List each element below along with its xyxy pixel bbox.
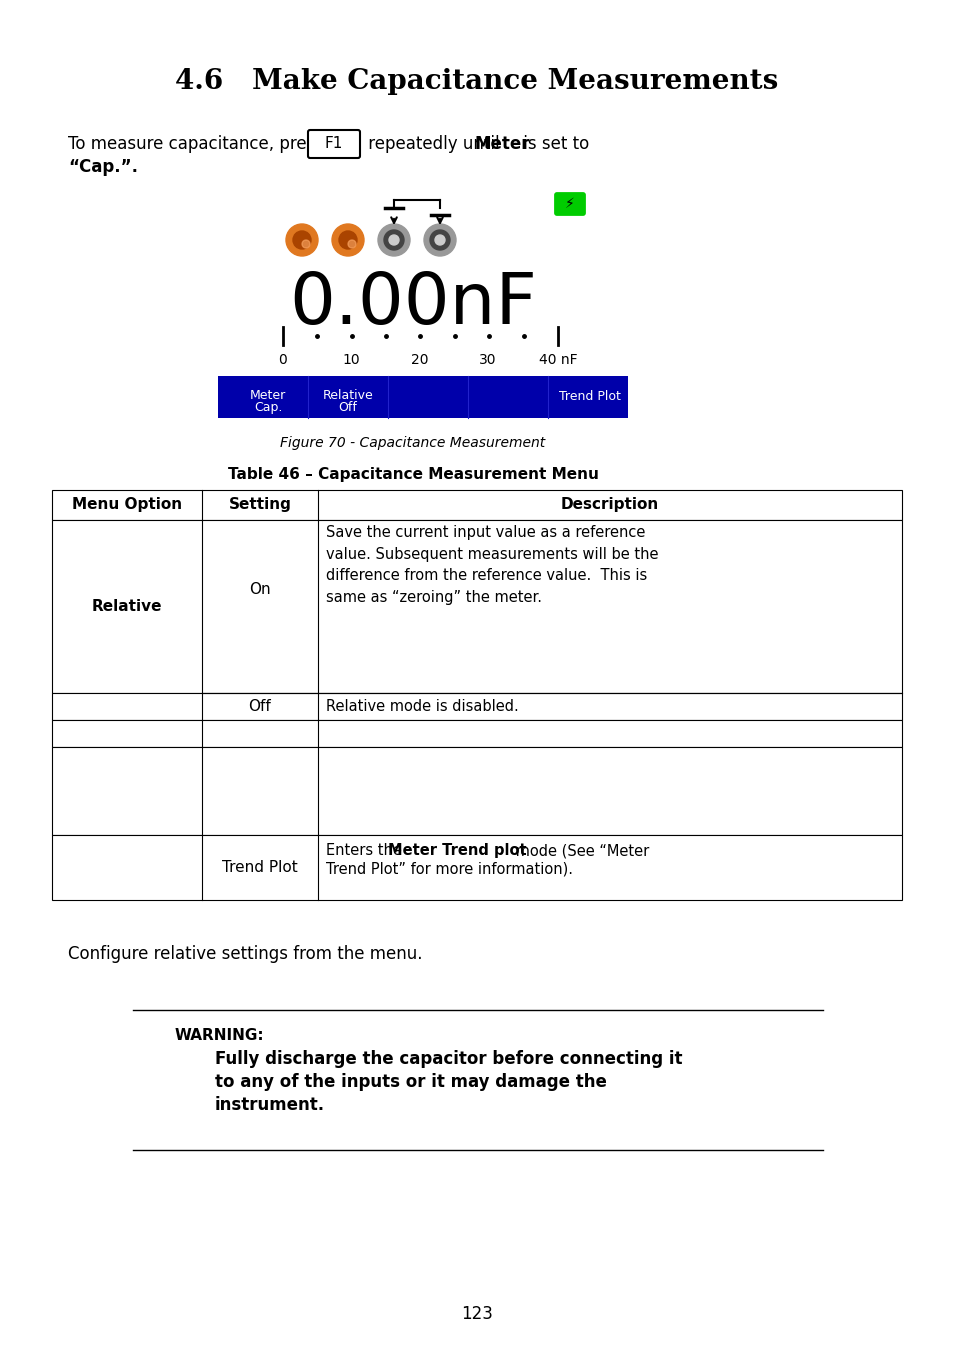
FancyBboxPatch shape bbox=[555, 194, 584, 214]
Bar bbox=[218, 376, 627, 418]
Text: 10: 10 bbox=[342, 353, 359, 366]
Circle shape bbox=[286, 224, 317, 256]
Circle shape bbox=[377, 224, 410, 256]
Text: F1: F1 bbox=[324, 136, 343, 151]
Text: instrument.: instrument. bbox=[214, 1096, 325, 1114]
Text: Setting: Setting bbox=[229, 497, 291, 512]
Text: Enters the: Enters the bbox=[326, 843, 406, 858]
Text: 40 nF: 40 nF bbox=[538, 353, 577, 366]
Bar bbox=[52, 692, 901, 721]
Circle shape bbox=[332, 224, 364, 256]
Text: Meter: Meter bbox=[475, 135, 530, 154]
Text: Relative mode is disabled.: Relative mode is disabled. bbox=[326, 699, 518, 714]
Circle shape bbox=[302, 240, 310, 248]
Text: Trend Plot” for more information).: Trend Plot” for more information). bbox=[326, 861, 573, 876]
Bar bbox=[52, 520, 901, 692]
Circle shape bbox=[384, 230, 403, 251]
Bar bbox=[52, 835, 901, 900]
Text: Figure 70 - Capacitance Measurement: Figure 70 - Capacitance Measurement bbox=[280, 436, 545, 450]
Circle shape bbox=[435, 234, 444, 245]
Text: Off: Off bbox=[338, 401, 357, 414]
Circle shape bbox=[430, 230, 450, 251]
Text: 20: 20 bbox=[411, 353, 428, 366]
Circle shape bbox=[293, 230, 311, 249]
Text: 0: 0 bbox=[278, 353, 287, 366]
Text: Fully discharge the capacitor before connecting it: Fully discharge the capacitor before con… bbox=[214, 1051, 681, 1068]
Text: Table 46 – Capacitance Measurement Menu: Table 46 – Capacitance Measurement Menu bbox=[228, 467, 598, 482]
Text: To measure capacitance, press: To measure capacitance, press bbox=[68, 135, 329, 154]
Text: Relative: Relative bbox=[322, 389, 373, 401]
Bar bbox=[52, 490, 901, 520]
Text: ⚡: ⚡ bbox=[564, 197, 575, 211]
Circle shape bbox=[423, 224, 456, 256]
Circle shape bbox=[338, 230, 356, 249]
Bar bbox=[52, 721, 901, 748]
Text: 123: 123 bbox=[460, 1305, 493, 1323]
FancyBboxPatch shape bbox=[308, 131, 359, 158]
Text: 4.6   Make Capacitance Measurements: 4.6 Make Capacitance Measurements bbox=[175, 67, 778, 96]
Text: 0.00nF: 0.00nF bbox=[289, 269, 537, 339]
Text: Off: Off bbox=[249, 699, 271, 714]
Text: repeatedly until: repeatedly until bbox=[363, 135, 504, 154]
Text: Menu Option: Menu Option bbox=[71, 497, 182, 512]
Circle shape bbox=[389, 234, 398, 245]
Text: Save the current input value as a reference
value. Subsequent measurements will : Save the current input value as a refere… bbox=[326, 525, 658, 605]
Text: Cap.: Cap. bbox=[253, 401, 282, 414]
Text: Description: Description bbox=[560, 497, 659, 512]
Text: Meter Trend plot: Meter Trend plot bbox=[388, 843, 526, 858]
Bar bbox=[52, 748, 901, 835]
Text: Meter: Meter bbox=[250, 389, 286, 401]
Text: to any of the inputs or it may damage the: to any of the inputs or it may damage th… bbox=[214, 1074, 606, 1091]
Text: Configure relative settings from the menu.: Configure relative settings from the men… bbox=[68, 946, 422, 963]
Text: Trend Plot: Trend Plot bbox=[558, 391, 620, 404]
Text: Relative: Relative bbox=[91, 599, 162, 614]
Text: On: On bbox=[249, 582, 271, 597]
Text: mode (See “Meter: mode (See “Meter bbox=[511, 843, 649, 858]
Text: Trend Plot: Trend Plot bbox=[222, 859, 297, 876]
Text: “Cap.”.: “Cap.”. bbox=[68, 158, 138, 176]
Text: 30: 30 bbox=[478, 353, 497, 366]
Circle shape bbox=[348, 240, 355, 248]
Text: is set to: is set to bbox=[517, 135, 589, 154]
Text: WARNING:: WARNING: bbox=[174, 1028, 264, 1043]
